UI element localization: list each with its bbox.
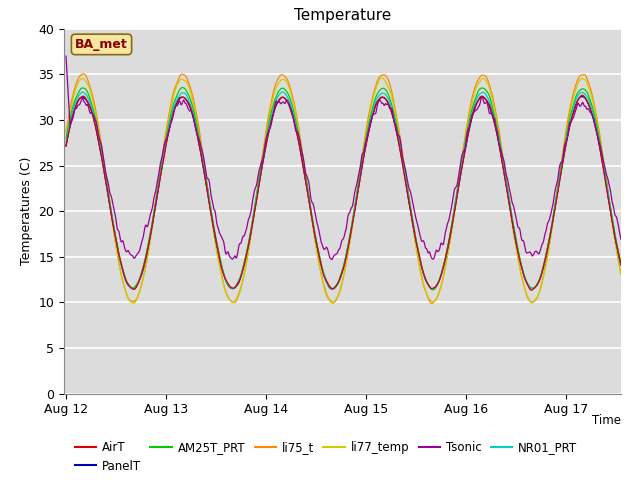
Line: PanelT: PanelT — [66, 96, 640, 289]
NR01_PRT — [637, 273, 640, 278]
AM25T_PRT — [342, 253, 349, 259]
li77_temp — [92, 109, 99, 115]
li77_temp — [621, 287, 628, 292]
Tsonic — [342, 228, 349, 233]
li75_t — [326, 298, 334, 304]
AM25T_PRT — [92, 115, 99, 121]
Tsonic — [326, 255, 334, 261]
PanelT — [342, 256, 349, 262]
Line: NR01_PRT: NR01_PRT — [66, 92, 640, 289]
AM25T_PRT — [515, 252, 523, 258]
NR01_PRT — [326, 286, 334, 291]
AM25T_PRT — [62, 135, 70, 141]
li75_t — [92, 107, 99, 112]
AirT — [342, 257, 349, 263]
li77_temp — [637, 286, 640, 292]
NR01_PRT — [279, 89, 287, 95]
AirT — [579, 92, 586, 98]
li77_temp — [515, 263, 523, 268]
AirT — [527, 288, 535, 293]
NR01_PRT — [342, 254, 349, 260]
Tsonic — [515, 225, 523, 231]
Y-axis label: Temperatures (C): Temperatures (C) — [20, 157, 33, 265]
Line: AM25T_PRT: AM25T_PRT — [66, 87, 640, 290]
PanelT — [62, 143, 70, 149]
AirT — [515, 252, 522, 258]
AirT — [92, 123, 99, 129]
Line: Tsonic: Tsonic — [66, 56, 640, 260]
AM25T_PRT — [179, 84, 186, 90]
Line: AirT: AirT — [66, 95, 640, 290]
PanelT — [326, 286, 334, 291]
li77_temp — [328, 300, 336, 306]
AM25T_PRT — [621, 273, 628, 279]
NR01_PRT — [62, 139, 70, 145]
Tsonic — [328, 257, 335, 263]
Line: li75_t: li75_t — [66, 74, 640, 303]
NR01_PRT — [515, 253, 523, 259]
li75_t — [621, 287, 628, 292]
li75_t — [515, 262, 523, 267]
Text: Time: Time — [592, 414, 621, 427]
Line: li77_temp: li77_temp — [66, 78, 640, 303]
li77_temp — [378, 75, 386, 81]
li75_t — [428, 300, 436, 306]
NR01_PRT — [621, 274, 628, 280]
Tsonic — [620, 243, 628, 249]
AirT — [326, 285, 334, 290]
Title: Temperature: Temperature — [294, 9, 391, 24]
li75_t — [637, 286, 640, 291]
Legend: AirT, PanelT, AM25T_PRT, li75_t, li77_temp, Tsonic, NR01_PRT: AirT, PanelT, AM25T_PRT, li75_t, li77_te… — [70, 436, 582, 477]
li77_temp — [62, 131, 70, 137]
li75_t — [62, 129, 70, 135]
PanelT — [515, 251, 522, 257]
Text: BA_met: BA_met — [75, 38, 128, 51]
NR01_PRT — [429, 286, 436, 292]
Tsonic — [621, 244, 628, 250]
AM25T_PRT — [429, 287, 436, 293]
AirT — [621, 274, 628, 279]
li75_t — [342, 263, 349, 269]
PanelT — [620, 273, 628, 278]
AM25T_PRT — [326, 285, 334, 290]
NR01_PRT — [92, 120, 99, 125]
AM25T_PRT — [637, 274, 640, 279]
PanelT — [577, 94, 585, 99]
PanelT — [637, 272, 640, 278]
AirT — [637, 273, 640, 278]
li77_temp — [326, 299, 334, 304]
li75_t — [621, 286, 628, 291]
PanelT — [621, 273, 628, 279]
li77_temp — [342, 262, 349, 268]
AirT — [621, 275, 628, 280]
AirT — [62, 143, 70, 148]
li75_t — [79, 71, 87, 77]
Tsonic — [62, 53, 70, 59]
Tsonic — [637, 243, 640, 249]
PanelT — [628, 287, 636, 292]
AM25T_PRT — [621, 274, 628, 280]
PanelT — [92, 122, 99, 128]
Tsonic — [92, 118, 99, 123]
NR01_PRT — [621, 273, 628, 279]
li77_temp — [621, 286, 628, 291]
